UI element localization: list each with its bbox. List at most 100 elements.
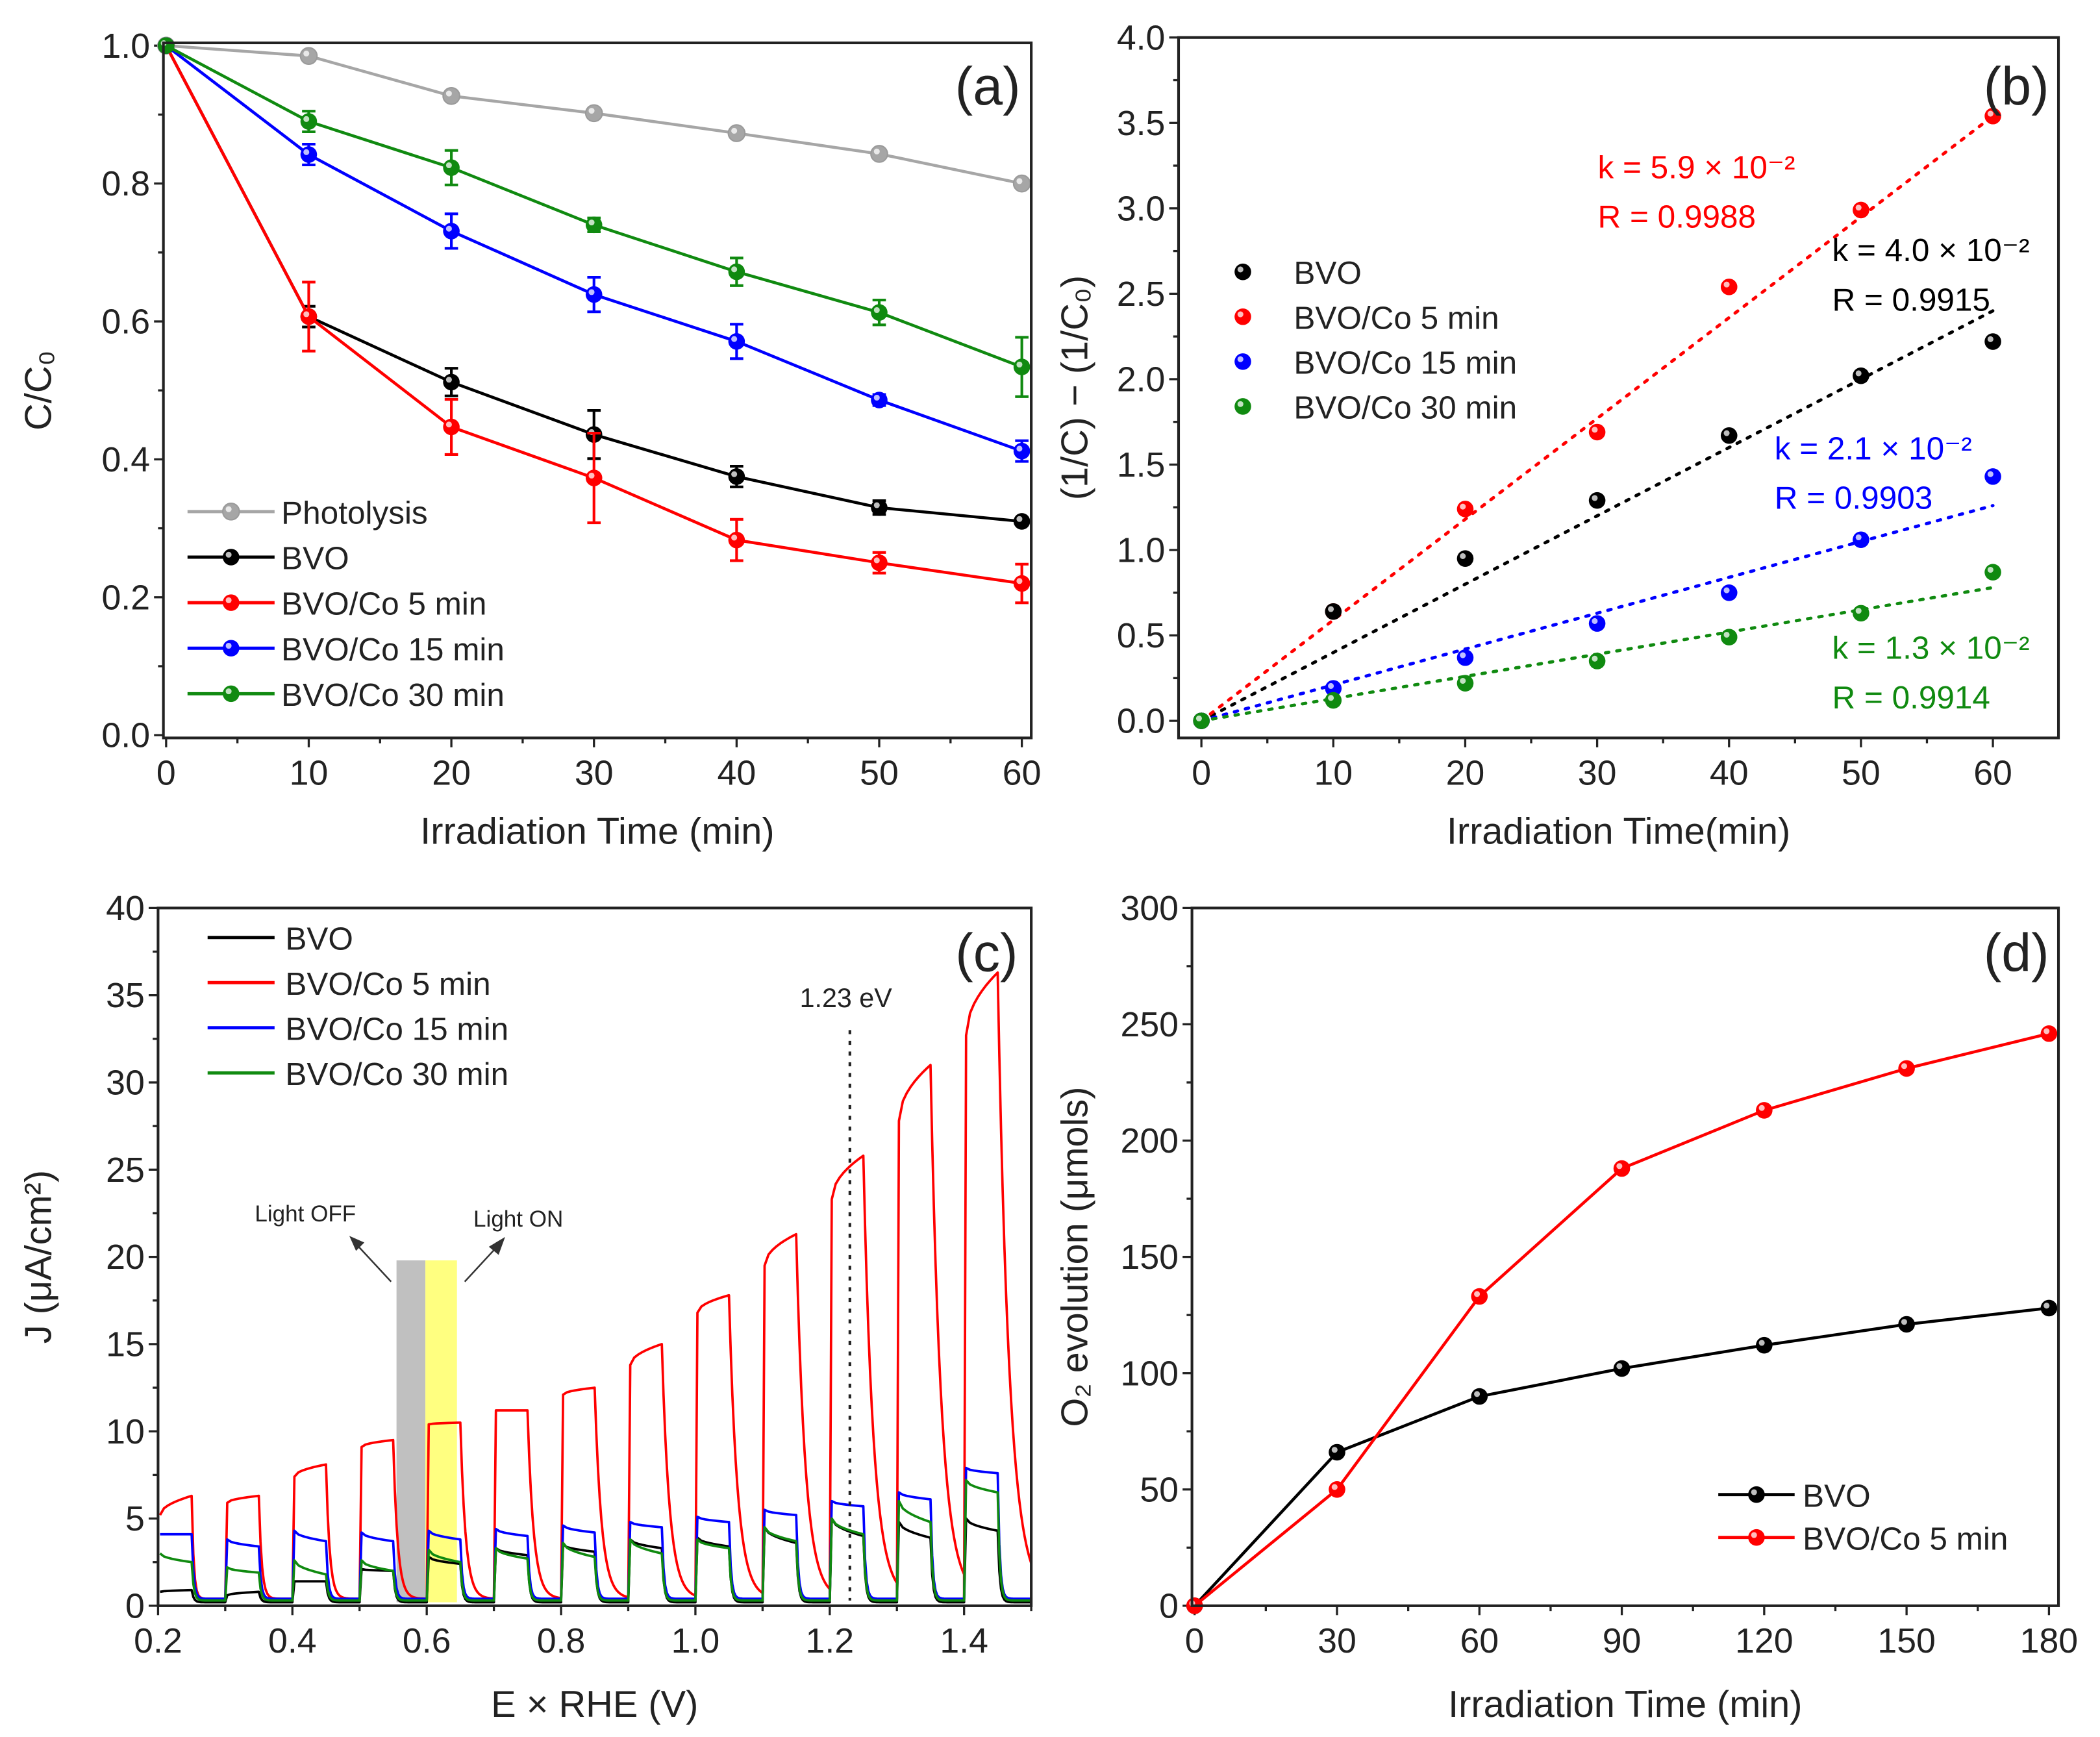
data-point-bvo-co-5-min-highlight [1855, 205, 1862, 211]
data-point-bvo-co-15-min-highlight [1855, 534, 1862, 541]
data-point-bvo-co-30-min-highlight [1016, 361, 1023, 368]
data-point-bvo-co-30-min-highlight [1460, 677, 1466, 684]
legend-item-bvo-co-5-min: BVO/Co 5 min [1718, 1521, 2008, 1556]
axes-frame [162, 41, 1033, 740]
data-point-bvo-co-15-min-highlight [731, 336, 738, 342]
legend-marker-bvo-highlight [1751, 1489, 1757, 1495]
legend-marker-bvo-body [1748, 1486, 1765, 1503]
data-point-bvo-highlight [873, 502, 880, 508]
data-point-bvo [1613, 1360, 1631, 1377]
correlation-label-bvo-co-5-min: R = 0.9988 [1598, 199, 1756, 235]
data-point-bvo-co-30-min [443, 159, 460, 176]
data-point-bvo-body [1613, 1360, 1631, 1377]
data-point-bvo-co-5-min-highlight [1901, 1063, 1907, 1069]
data-point-photolysis [442, 86, 460, 105]
data-point-bvo-body [871, 499, 888, 516]
panel-b-kinetics-chart: 0 10 20 30 40 50 60 0.0 0.5 1.0 1.5 2.0 2.5 3.0 3.5 4.0… [1055, 18, 2060, 852]
legend-marker-bvo-highlight [225, 551, 232, 558]
legend-marker-bvo-co-15-min [1234, 353, 1251, 370]
data-point-bvo-co-30-min-body [728, 263, 745, 281]
x-tick-label: 50 [1842, 754, 1881, 793]
data-point-bvo [1471, 1388, 1488, 1405]
legend-label-bvo-co-15-min: BVO/Co 15 min [285, 1011, 508, 1047]
data-point-bvo [1329, 1443, 1345, 1461]
data-point-bvo-highlight [1901, 1319, 1907, 1325]
legend-item-bvo: BVO [207, 921, 353, 956]
data-point-bvo-highlight [1016, 516, 1023, 522]
data-point-bvo-co-15-min [1013, 442, 1031, 460]
data-point-bvo-co-5-min-body [585, 469, 603, 486]
legend-marker-bvo-co-15-min-highlight [1237, 356, 1244, 362]
x-tick-label: 90 [1603, 1621, 1642, 1660]
y-tick-label: 250 [1121, 1005, 1179, 1044]
legend-marker-bvo-body [223, 549, 240, 566]
legend-marker-bvo-co-15-min-body [223, 640, 240, 657]
y-tick-label: 4.0 [1117, 18, 1166, 57]
data-point-bvo-co-5-min-highlight [1016, 578, 1023, 584]
data-point-bvo-co-5-min [585, 469, 603, 486]
y-tick-label: 25 [106, 1151, 145, 1190]
data-point-bvo [1984, 333, 2001, 350]
rate-constant-label-bvo-co-30-min: k = 1.3 × 10⁻² [1832, 631, 2029, 666]
data-point-photolysis-body [870, 145, 888, 163]
data-point-bvo-highlight [1592, 495, 1598, 501]
y-tick-label: 0.2 [102, 578, 151, 617]
data-point-bvo-co-15-min-body [1013, 442, 1031, 460]
legend-marker-bvo-body [1234, 263, 1251, 281]
data-point-bvo-co-30-min-highlight [1195, 715, 1202, 721]
data-point-bvo-co-15-min-highlight [1723, 587, 1730, 594]
data-point-bvo-co-5-min [1613, 1160, 1631, 1177]
y-axis-label: (1/C) − (1/C₀) [1055, 275, 1096, 500]
legend-marker-bvo-co-30-min-body [1234, 398, 1251, 415]
data-point-bvo-co-30-min-body [1193, 712, 1210, 729]
data-point-photolysis-highlight [588, 108, 595, 114]
data-point-bvo-co-5-min-body [1588, 423, 1606, 441]
data-point-bvo-co-30-min [158, 37, 175, 55]
data-point-bvo [2040, 1299, 2058, 1317]
arrow-shaft [355, 1243, 392, 1282]
y-tick-label: 35 [106, 976, 145, 1015]
data-point-bvo-highlight [1474, 1391, 1481, 1397]
data-point-bvo-co-15-min-body [1456, 649, 1474, 666]
data-point-bvo-co-15-min-body [871, 392, 888, 408]
data-point-bvo-co-15-min-body [1588, 615, 1606, 632]
y-tick-label: 3.0 [1117, 189, 1166, 228]
data-point-bvo-co-15-min [1456, 649, 1474, 666]
data-point-bvo-co-30-min [1853, 605, 1869, 622]
legend-marker-bvo-co-5-min [223, 594, 240, 611]
legend-item-bvo-co-30-min: BVO/Co 30 min [1234, 390, 1517, 426]
arrow-head [349, 1236, 365, 1251]
legend-label-bvo-co-5-min: BVO/Co 5 min [285, 966, 490, 1002]
legend-marker-bvo-co-30-min-body [223, 685, 240, 703]
data-point-bvo-body [1456, 550, 1474, 567]
data-point-bvo-co-30-min [1984, 564, 2001, 581]
data-point-bvo-co-30-min [1588, 653, 1606, 669]
legend-item-bvo-co-15-min: BVO/Co 15 min [1234, 345, 1517, 381]
x-tick-label: 10 [290, 754, 329, 793]
legend-marker-bvo-co-5-min-body [223, 594, 240, 611]
data-point-bvo-body [1853, 367, 1869, 384]
data-point-photolysis [299, 47, 318, 65]
y-tick-label: 150 [1121, 1238, 1179, 1277]
data-point-bvo-highlight [731, 471, 738, 477]
y-tick-label: 200 [1121, 1121, 1179, 1160]
data-point-bvo-co-5-min-highlight [303, 311, 310, 318]
data-point-bvo-co-15-min [1984, 468, 2001, 485]
correlation-label-bvo: R = 0.9915 [1832, 282, 1990, 318]
legend-marker-bvo-co-15-min [223, 640, 240, 657]
data-point-bvo-co-30-min [1720, 629, 1738, 645]
data-point-bvo-co-15-min-body [443, 223, 460, 240]
y-tick-label: 5 [125, 1499, 145, 1538]
data-point-bvo-co-30-min-body [1984, 564, 2001, 581]
y-tick-label: 1.0 [1117, 531, 1166, 570]
x-tick-label: 60 [1003, 754, 1042, 793]
legend-marker-bvo-co-5-min-highlight [225, 597, 232, 603]
y-tick-label: 300 [1121, 889, 1179, 928]
x-tick-label: 0 [1192, 754, 1211, 793]
data-point-bvo-highlight [1460, 553, 1466, 559]
data-point-bvo-co-15-min-highlight [873, 394, 880, 401]
y-tick-label: 10 [106, 1412, 145, 1451]
y-tick-label: 15 [106, 1325, 145, 1364]
axes-frame [156, 906, 1033, 1607]
